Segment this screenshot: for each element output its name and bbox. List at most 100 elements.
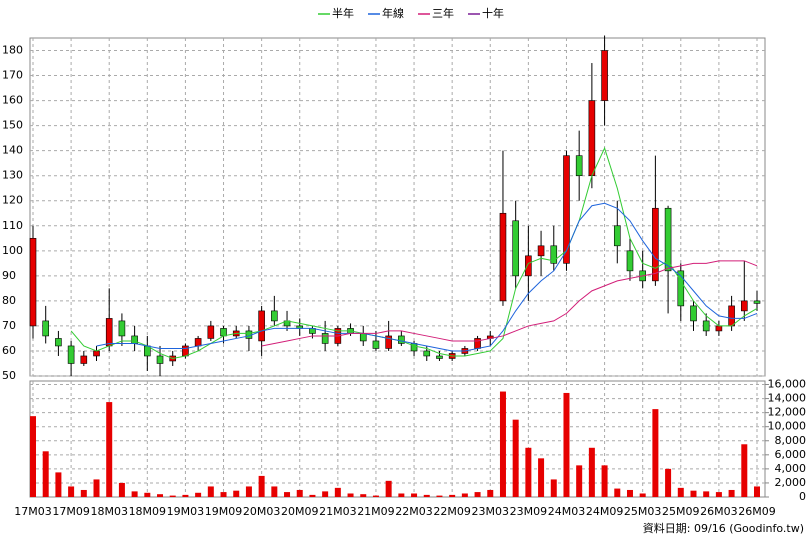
volume-tick-label: 0 [799,490,806,503]
candle-body [55,338,62,347]
x-tick-label: 25M09 [662,505,700,518]
volume-bar [169,495,176,497]
volume-bar [55,472,62,497]
volume-tick-label: 16,000 [768,378,807,391]
volume-bar [182,494,189,497]
candle-body [258,310,265,342]
footer: 資料日期: 09/16 (Goodinfo.tw) [643,521,804,535]
volume-bar [233,490,240,497]
candle-body [664,207,672,272]
volume-bar [271,486,278,497]
volume-bar [461,493,468,497]
volume-bar [690,490,697,497]
volume-bar [30,416,36,497]
candle-body [677,270,685,307]
candle-body [740,300,748,312]
volume-bar [157,494,164,497]
y-tick-label: 180 [2,44,23,57]
candle-body [702,320,710,332]
volume-bar [296,489,303,497]
volume-bar [309,494,316,497]
y-tick-label: 110 [2,219,23,232]
candle-body [550,245,558,264]
volume-tick-label: 14,000 [768,392,807,405]
candle-body [512,220,519,277]
candle-body [67,345,75,364]
volume-bar [715,492,722,497]
x-tick-label: 17M03 [14,505,52,518]
x-tick-label: 19M03 [167,505,205,518]
candle-body [575,155,583,177]
x-tick-label: 19M09 [205,505,243,518]
x-tick-label: 25M03 [624,505,662,518]
x-tick-label: 22M09 [433,505,471,518]
x-tick-label: 24M09 [586,505,624,518]
volume-bar [334,487,341,497]
y-tick-label: 100 [2,244,23,257]
x-tick-label: 17M09 [52,505,90,518]
candle-body [601,50,608,101]
candle-body [563,155,570,264]
volume-bar [68,486,75,497]
candle-body [436,355,443,359]
volume-bar [347,493,354,497]
volume-tick-label: 2,000 [775,476,807,489]
x-tick-label: 18M03 [90,505,128,518]
y-tick-label: 90 [2,269,16,282]
candle-body [474,338,481,349]
volume-bar [626,489,633,497]
volume-bar [385,480,392,497]
candle-body [626,250,634,272]
volume-bar [195,492,202,497]
x-tick-label: 26M03 [700,505,738,518]
volume-bar [106,402,113,497]
volume-bar [550,479,557,497]
volume-bar [423,494,430,497]
volume-bar [474,492,481,497]
x-tick-label: 23M03 [472,505,510,518]
price-frame [29,37,766,377]
volume-bar [131,491,138,497]
volume-bar [499,391,506,497]
candle-body [613,225,621,247]
volume-bar [398,493,405,497]
candle-body [499,212,507,302]
volume-bar [652,409,659,497]
legend-label: 三年 [432,6,454,20]
volume-bar [372,495,379,497]
volume-bar [563,392,570,497]
candle-body [398,335,405,344]
candle-body [753,300,761,304]
candle-body [537,245,545,257]
candle-body [80,355,88,364]
x-tick-label: 21M03 [319,505,357,518]
candle-body [271,310,278,322]
volume-bar [258,475,265,497]
volume-bar [487,489,494,497]
volume-bar [703,491,710,497]
candle-body [93,350,100,357]
volume-bar [677,487,684,497]
volume-bar [411,493,418,497]
y-tick-label: 170 [2,69,23,82]
y-tick-label: 60 [2,344,16,357]
candle-body [728,305,735,327]
candle-body [29,237,37,327]
volume-bar [576,465,583,497]
volume-bar [601,465,608,497]
volume-bar [207,486,214,497]
volume-bar [525,447,532,497]
volume-tick-label: 4,000 [775,462,807,475]
volume-bar [754,486,760,497]
candle-body [423,350,431,357]
candle-body [410,343,418,352]
volume-bar [93,479,100,497]
y-tick-label: 160 [2,94,23,107]
ma-line [261,260,758,347]
volume-bar [728,489,735,497]
legend-label: 半年 [332,6,354,20]
volume-bar [639,493,646,497]
volume-bar [144,492,151,497]
volume-tick-label: 12,000 [768,406,807,419]
